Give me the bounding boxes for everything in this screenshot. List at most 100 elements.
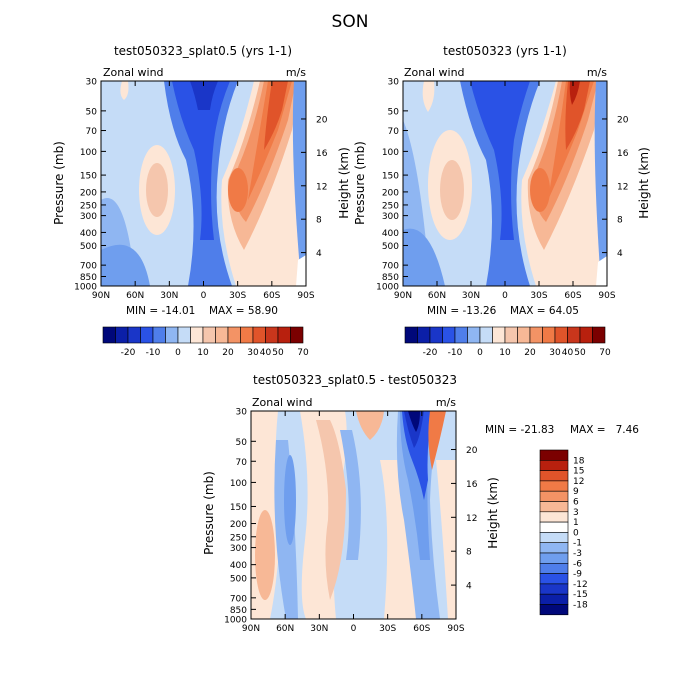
panel-1-low-blue2 [101, 244, 150, 286]
panel-2-missing [596, 256, 607, 286]
y2-tick-label: 16 [466, 480, 478, 490]
colorbar-label: -6 [573, 559, 582, 569]
colorbar-box [115, 326, 129, 344]
colorbar-label: 70 [297, 348, 309, 358]
panel-2-low-blue2 [403, 228, 445, 286]
y-tick-label: 250 [80, 201, 97, 211]
colorbar-box [265, 326, 279, 344]
x-tick-label: 60S [263, 291, 280, 301]
colorbar-label: 30 [549, 348, 561, 358]
colorbar-box [102, 326, 116, 344]
x-tick-label: 30S [229, 291, 246, 301]
colorbar-box [579, 326, 593, 344]
y-tick-label: 400 [80, 229, 97, 239]
panel-3: test050323_splat0.5 - test050323 Zonal w… [202, 373, 639, 634]
panel-1-nh-jet-inner [146, 163, 168, 217]
colorbar-box [215, 326, 229, 344]
panel-3-mid-warm [316, 420, 346, 600]
x-tick-label: 30N [160, 291, 178, 301]
x-tick-label: 90N [242, 624, 260, 634]
y-tick-label: 700 [230, 594, 247, 604]
colorbar-box [127, 326, 141, 344]
panel-2-field-label: Zonal wind [404, 66, 465, 79]
colorbar-box [539, 521, 569, 533]
x-tick-label: 30S [530, 291, 547, 301]
colorbar-label: 9 [573, 487, 579, 497]
panel-1-missing [296, 255, 306, 286]
y-tick-label: 50 [388, 107, 400, 117]
panel-2-units: m/s [587, 66, 607, 79]
colorbar-label: 10 [197, 348, 209, 358]
x-tick-label: 30S [379, 624, 396, 634]
y2-tick-label: 12 [316, 182, 327, 192]
panel-1-polar-blue [292, 81, 306, 270]
colorbar-label: 50 [574, 348, 586, 358]
colorbar-box [492, 326, 506, 344]
y2-tick-label: 12 [617, 182, 628, 192]
x-tick-label: 60N [276, 624, 294, 634]
colorbar-label: -20 [423, 348, 438, 358]
y-tick-label: 250 [382, 201, 399, 211]
x-tick-label: 0 [351, 624, 357, 634]
panel-3-y2label: Height (km) [486, 477, 500, 548]
panel-3-max-label: MAX = 7.46 [570, 424, 639, 436]
panel-2-x-axis: 90N 60N 30N 0 30S 60S 90S [394, 81, 616, 301]
colorbar-label: 40 [260, 348, 272, 358]
colorbar-box [539, 501, 569, 513]
colorbar-box [165, 326, 179, 344]
colorbar-box [504, 326, 518, 344]
colorbar-label: 40 [562, 348, 574, 358]
y-tick-label: 30 [86, 78, 98, 88]
y-tick-label: 700 [382, 262, 399, 272]
colorbar-label: 18 [573, 456, 585, 466]
y2-tick-label: 8 [466, 548, 472, 558]
y-tick-label: 100 [80, 148, 97, 158]
colorbar-box [554, 326, 568, 344]
panel-2: test050323 (yrs 1-1) Zonal wind m/s 30 50… [353, 44, 651, 358]
panel-1-contours [101, 81, 306, 286]
colorbar-box [202, 326, 216, 344]
x-tick-label: 60S [564, 291, 581, 301]
y-tick-label: 70 [86, 127, 98, 137]
colorbar-box [442, 326, 456, 344]
panel-2-min-label: MIN = -13.26 [427, 305, 497, 317]
colorbar-box [539, 470, 569, 482]
y-tick-label: 700 [80, 262, 97, 272]
x-tick-label: 90S [447, 624, 464, 634]
panel-1-sh-jet-c5 [264, 81, 288, 150]
panel-1-sh-sub-core [228, 168, 248, 212]
y2-tick-label: 4 [316, 249, 322, 259]
y-tick-label: 400 [382, 229, 399, 239]
colorbar-label: 15 [573, 467, 584, 477]
panel-3-units: m/s [436, 396, 456, 409]
x-tick-label: 0 [201, 291, 207, 301]
colorbar-box [539, 573, 569, 585]
colorbar-label: -10 [448, 348, 463, 358]
colorbar-box [539, 532, 569, 544]
colorbar-box [539, 459, 569, 471]
colorbar-label: 20 [222, 348, 234, 358]
colorbar-box [290, 326, 304, 344]
panel-2-y2label: Height (km) [637, 147, 651, 218]
y-tick-label: 850 [382, 273, 399, 283]
colorbar-box [539, 604, 569, 616]
y-tick-label: 150 [80, 172, 97, 182]
x-tick-label: 90S [297, 291, 314, 301]
colorbar-box [539, 449, 569, 461]
panel-1-colorbar: -20 -10 0 10 20 30 40 50 70 [102, 326, 309, 358]
colorbar-label: 0 [573, 528, 579, 538]
colorbar-label: -10 [146, 348, 161, 358]
colorbar-label: 0 [175, 348, 181, 358]
y-tick-label: 850 [230, 606, 247, 616]
panel-2-ylabel: Pressure (mb) [353, 141, 367, 225]
y-tick-label: 30 [388, 78, 400, 88]
y-tick-label: 150 [230, 503, 247, 513]
panel-1-max-label: MAX = 58.90 [209, 305, 278, 317]
panel-3-left-warm [255, 510, 275, 600]
y2-tick-label: 12 [466, 514, 477, 524]
panel-3-min-label: MIN = -21.83 [485, 424, 554, 436]
panel-1-easterly-core [172, 81, 230, 240]
colorbar-box [517, 326, 531, 344]
